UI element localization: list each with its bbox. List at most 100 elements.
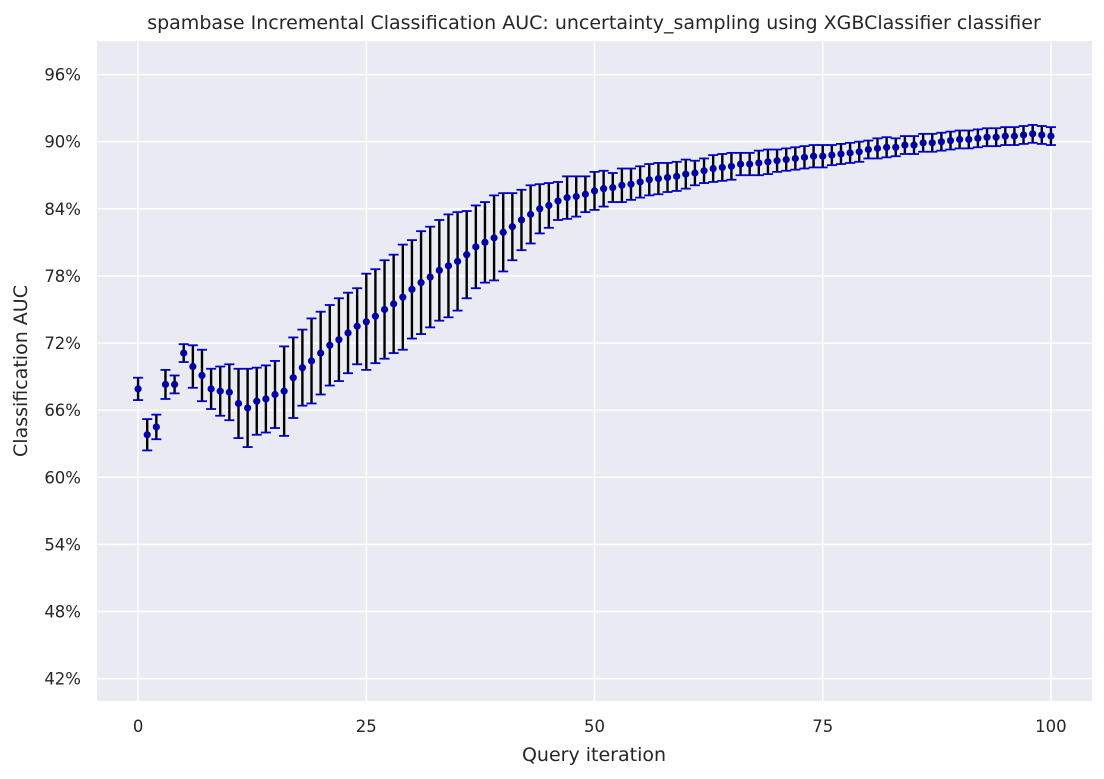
data-point (152, 423, 160, 431)
data-point (627, 180, 635, 188)
data-point (463, 251, 471, 259)
data-point (390, 300, 398, 308)
data-point (773, 157, 781, 165)
y-tick-label: 54% (44, 535, 81, 554)
data-point (809, 152, 818, 160)
data-point (326, 341, 334, 349)
data-point (1029, 130, 1037, 138)
data-point (782, 155, 790, 164)
chart-title: spambase Incremental Classification AUC:… (147, 12, 1041, 34)
data-point (198, 371, 206, 380)
data-point (700, 167, 708, 175)
data-point (992, 133, 1000, 141)
data-point (517, 216, 526, 224)
tick-layer: 0 25 50 75 100 42% 48% 54% 60% 66% 72% 78% 84% 90% 96% (44, 66, 1066, 736)
data-point (207, 385, 215, 393)
data-point (1010, 132, 1019, 140)
data-point (718, 163, 726, 172)
data-point (819, 152, 827, 160)
data-point (554, 197, 562, 205)
data-point (280, 387, 288, 395)
data-point (353, 322, 361, 330)
data-point (600, 185, 608, 193)
x-axis-label: Query iteration (522, 744, 666, 766)
data-point (910, 141, 918, 149)
data-point (499, 228, 507, 236)
y-tick-label: 72% (44, 334, 81, 353)
data-point (317, 349, 325, 357)
grid-layer (97, 41, 1092, 701)
data-point (828, 151, 836, 159)
data-point (755, 159, 763, 167)
data-point (636, 178, 644, 186)
data-point (417, 279, 425, 287)
x-tick-label: 25 (356, 717, 377, 736)
x-tick-label: 75 (812, 717, 833, 736)
data-point (435, 266, 443, 274)
data-point (572, 192, 580, 201)
data-point (846, 149, 854, 157)
data-point (508, 223, 516, 231)
data-point (380, 305, 389, 314)
data-point (691, 169, 699, 177)
data-point (590, 187, 599, 195)
y-tick-label: 96% (44, 66, 81, 85)
data-point (663, 173, 672, 182)
data-point (800, 153, 809, 161)
data-point (764, 158, 772, 166)
data-point (581, 190, 589, 198)
data-point (654, 174, 662, 183)
data-point (609, 183, 617, 192)
data-point (527, 210, 535, 218)
data-point (180, 349, 188, 357)
data-point (225, 388, 233, 396)
data-point (709, 164, 717, 173)
data-point (444, 262, 453, 270)
y-tick-label: 84% (44, 200, 81, 219)
data-point (736, 160, 745, 168)
data-point (271, 390, 279, 399)
data-point (791, 154, 799, 163)
data-point (545, 201, 553, 210)
data-point (472, 243, 480, 251)
data-point (253, 397, 261, 405)
data-point (426, 273, 434, 281)
data-point (682, 170, 690, 178)
data-point (1038, 131, 1046, 139)
data-point (892, 143, 900, 151)
data-point (563, 194, 571, 202)
x-tick-label: 50 (584, 717, 605, 736)
data-point (161, 380, 170, 389)
data-point (983, 133, 991, 141)
data-point (974, 134, 982, 142)
data-point (298, 364, 306, 372)
data-point (837, 150, 845, 158)
data-point (289, 374, 297, 382)
y-tick-label: 90% (44, 133, 81, 152)
data-point (901, 141, 909, 149)
data-point (134, 385, 142, 393)
data-point (481, 238, 489, 246)
data-point (673, 172, 681, 180)
data-point (170, 380, 179, 389)
data-point (335, 336, 343, 344)
y-tick-label: 66% (44, 401, 81, 420)
data-point (864, 145, 872, 154)
data-point (965, 135, 973, 144)
data-layer (133, 123, 1056, 452)
data-point (873, 144, 882, 152)
data-point (1019, 131, 1028, 139)
data-point (536, 205, 544, 213)
data-point (1001, 132, 1009, 140)
data-point (618, 181, 626, 189)
data-point (919, 139, 927, 147)
data-point (855, 148, 863, 156)
data-point (928, 139, 936, 147)
data-point (956, 135, 964, 144)
y-tick-label: 48% (44, 603, 81, 622)
data-point (399, 293, 407, 301)
x-tick-label: 100 (1035, 717, 1067, 736)
y-tick-label: 60% (44, 468, 81, 487)
data-point (408, 285, 416, 293)
data-point (946, 136, 955, 145)
